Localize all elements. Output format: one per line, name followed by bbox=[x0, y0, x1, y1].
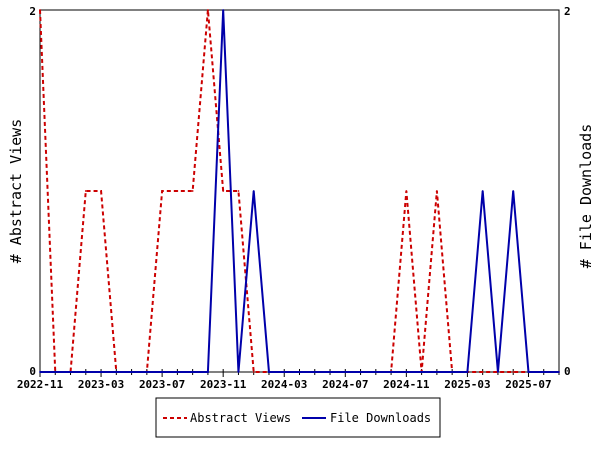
data-point-file-downloads bbox=[374, 371, 377, 373]
data-point-file-downloads bbox=[298, 371, 301, 373]
data-point-file-downloads bbox=[497, 371, 499, 373]
data-point-abstract-views bbox=[39, 9, 41, 11]
data-point-file-downloads bbox=[481, 190, 484, 192]
y-tick-label-right: 2 bbox=[564, 5, 571, 18]
y-tick-label-right: 0 bbox=[564, 365, 571, 378]
data-point-file-downloads bbox=[542, 371, 545, 373]
data-point-file-downloads bbox=[435, 371, 438, 373]
legend-label-abstract-views: Abstract Views bbox=[190, 411, 291, 425]
x-axis-tick-labels: 2022-11 2023-03 2023-07 2023-11 2024-03 2024-… bbox=[17, 378, 552, 391]
y-tick-label-left: 0 bbox=[29, 365, 36, 378]
data-point-abstract-views bbox=[252, 371, 255, 373]
data-point-file-downloads bbox=[512, 190, 515, 192]
data-point-file-downloads bbox=[283, 371, 286, 373]
series-layer bbox=[39, 9, 560, 373]
data-point-file-downloads bbox=[313, 371, 316, 373]
y-axis-title-left: # Abstract Views bbox=[7, 119, 25, 264]
data-point-file-downloads bbox=[161, 371, 164, 373]
data-point-file-downloads bbox=[145, 371, 148, 373]
data-point-abstract-views bbox=[161, 190, 164, 192]
y-tick-label-left: 2 bbox=[29, 5, 36, 18]
data-point-file-downloads bbox=[176, 371, 179, 373]
data-point-file-downloads bbox=[69, 371, 72, 373]
data-point-file-downloads bbox=[390, 371, 392, 373]
x-tick-label: 2024-07 bbox=[322, 378, 368, 391]
x-tick-label: 2023-03 bbox=[78, 378, 124, 391]
data-point-file-downloads bbox=[359, 371, 362, 373]
data-point-file-downloads bbox=[451, 371, 454, 373]
y-axis-title-right: # File Downloads bbox=[577, 124, 595, 269]
data-point-file-downloads bbox=[527, 371, 530, 373]
x-tick-label: 2024-11 bbox=[383, 378, 430, 391]
data-point-file-downloads bbox=[466, 371, 469, 373]
data-point-file-downloads bbox=[420, 371, 423, 373]
data-point-file-downloads bbox=[130, 371, 133, 373]
x-tick-label: 2023-07 bbox=[139, 378, 185, 391]
data-point-file-downloads bbox=[329, 371, 331, 373]
data-point-abstract-views bbox=[207, 9, 209, 11]
data-point-abstract-views bbox=[237, 190, 240, 192]
data-point-file-downloads bbox=[84, 371, 87, 373]
x-tick-label: 2022-11 bbox=[17, 378, 64, 391]
data-point-abstract-views bbox=[176, 190, 179, 192]
data-point-file-downloads bbox=[100, 371, 102, 373]
data-point-abstract-views bbox=[100, 190, 102, 192]
data-point-abstract-views bbox=[512, 371, 515, 373]
data-point-file-downloads bbox=[222, 9, 225, 11]
data-point-file-downloads bbox=[405, 371, 408, 373]
plot-area bbox=[39, 9, 560, 373]
data-point-file-downloads bbox=[115, 371, 118, 373]
data-point-file-downloads bbox=[237, 371, 240, 373]
legend-box bbox=[155, 397, 441, 438]
data-point-abstract-views bbox=[222, 190, 225, 192]
y-axis-tick-labels: 0 2 0 2 bbox=[29, 5, 570, 378]
data-point-abstract-views bbox=[84, 190, 87, 192]
x-tick-label: 2023-11 bbox=[200, 378, 247, 391]
legend-label-file-downloads: File Downloads bbox=[330, 411, 431, 425]
data-point-file-downloads bbox=[558, 371, 560, 373]
data-point-file-downloads bbox=[268, 371, 270, 373]
data-point-file-downloads bbox=[252, 190, 255, 192]
data-point-abstract-views bbox=[405, 190, 408, 192]
x-tick-label: 2024-03 bbox=[261, 378, 307, 391]
data-point-file-downloads bbox=[207, 371, 209, 373]
data-point-file-downloads bbox=[39, 371, 41, 373]
x-tick-label: 2025-03 bbox=[444, 378, 490, 391]
data-point-abstract-views bbox=[191, 190, 194, 192]
data-point-abstract-views bbox=[481, 371, 484, 373]
data-point-abstract-views bbox=[435, 190, 438, 192]
data-point-file-downloads bbox=[191, 371, 194, 373]
x-tick-label: 2025-07 bbox=[505, 378, 551, 391]
data-point-file-downloads bbox=[54, 371, 57, 373]
legend: Abstract Views File Downloads bbox=[155, 397, 441, 438]
data-point-file-downloads bbox=[344, 371, 347, 373]
